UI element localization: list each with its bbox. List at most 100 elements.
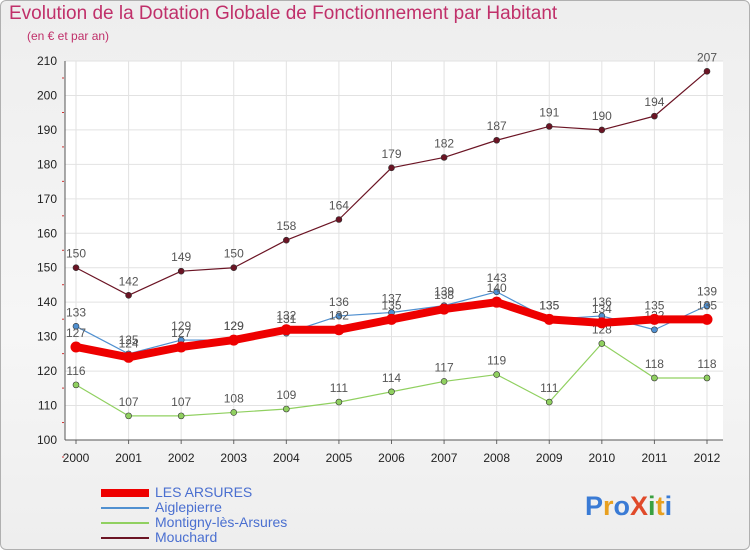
y-tick-label: 140 [37, 295, 57, 309]
data-label: 135 [539, 298, 559, 312]
x-tick-label: 2000 [63, 451, 90, 465]
data-point [440, 378, 448, 385]
data-label: 132 [329, 309, 349, 323]
data-label: 129 [171, 319, 191, 333]
data-label: 131 [276, 312, 296, 326]
data-label: 140 [487, 281, 507, 295]
y-tick-label: 150 [37, 261, 57, 275]
data-label: 109 [276, 388, 296, 402]
data-label: 207 [697, 50, 717, 64]
data-point [651, 112, 658, 120]
data-point [125, 412, 132, 420]
data-label: 118 [697, 357, 716, 371]
data-point [70, 341, 82, 353]
data-label: 119 [487, 354, 506, 368]
data-label: 124 [119, 336, 139, 350]
data-point [335, 216, 343, 223]
x-tick-label: 2004 [273, 451, 300, 465]
data-label: 129 [224, 319, 244, 333]
legend-swatch [101, 507, 149, 510]
data-label: 164 [329, 198, 349, 212]
legend-label: Montigny-lès-Arsures [155, 514, 288, 530]
data-label: 179 [381, 147, 401, 161]
data-point [283, 405, 290, 413]
y-tick-label: 170 [37, 192, 57, 206]
data-label: 143 [487, 271, 507, 285]
data-point [72, 381, 80, 389]
logo-letter: t [655, 491, 665, 521]
chart-legend: LES ARSURES Aiglepierre Montigny-lès-Arsur… [101, 485, 287, 545]
data-label: 158 [276, 219, 296, 233]
data-point [598, 340, 606, 347]
data-label: 133 [66, 305, 86, 319]
y-tick-label: 160 [37, 226, 57, 240]
legend-label: Mouchard [155, 529, 218, 545]
data-label: 111 [540, 381, 559, 395]
legend-swatch [101, 537, 149, 540]
data-point [651, 326, 658, 334]
data-point [280, 324, 292, 336]
data-label: 114 [382, 371, 401, 385]
legend-swatch [101, 489, 149, 498]
data-label: 182 [434, 136, 454, 150]
data-label: 127 [66, 326, 86, 340]
data-point [703, 302, 711, 309]
x-tick-label: 2002 [168, 451, 195, 465]
data-point [493, 371, 500, 378]
logo-letter: r [603, 491, 614, 521]
data-point [228, 334, 240, 346]
data-point [598, 126, 606, 134]
data-label: 139 [697, 285, 717, 299]
data-label: 135 [381, 298, 401, 312]
data-label: 111 [330, 381, 349, 395]
y-tick-label: 210 [37, 54, 57, 68]
data-label: 135 [539, 298, 559, 312]
legend-label: Aiglepierre [155, 499, 222, 515]
data-point [123, 351, 135, 363]
data-label: 127 [171, 326, 191, 340]
data-point [283, 236, 290, 244]
data-label: 108 [224, 391, 244, 405]
logo-letter: i [648, 491, 656, 521]
data-point [177, 267, 185, 275]
data-point [545, 398, 553, 406]
x-tick-label: 2008 [483, 451, 510, 465]
data-point [335, 398, 343, 406]
data-label: 150 [66, 247, 86, 261]
data-label: 107 [171, 395, 191, 409]
data-label: 190 [592, 109, 612, 123]
data-point [333, 324, 345, 336]
data-label: 125 [119, 333, 139, 347]
proxiti-logo: ProXiti [585, 491, 672, 522]
data-point [440, 154, 448, 161]
data-point [72, 264, 80, 272]
data-point [493, 136, 500, 144]
data-point [648, 313, 660, 325]
plot-area [65, 61, 723, 440]
data-label: 187 [487, 119, 507, 133]
data-point [177, 412, 185, 420]
data-point [438, 303, 450, 315]
data-point [493, 288, 500, 296]
data-point [72, 322, 80, 330]
data-label: 142 [119, 274, 139, 288]
x-tick-label: 2006 [378, 451, 405, 465]
x-tick-label: 2007 [431, 451, 458, 465]
data-point [703, 374, 711, 382]
data-point [388, 388, 395, 396]
x-tick-label: 2012 [694, 451, 721, 465]
data-point [545, 123, 553, 130]
x-tick-label: 2001 [115, 451, 142, 465]
data-label: 149 [171, 250, 191, 264]
data-point [386, 313, 397, 325]
data-label: 136 [592, 295, 612, 309]
y-tick-label: 180 [37, 157, 57, 171]
data-label: 135 [644, 298, 664, 312]
logo-letter: i [664, 491, 673, 521]
logo-letter: X [630, 491, 649, 521]
legend-item: LES ARSURES [101, 485, 287, 500]
x-tick-label: 2005 [326, 451, 353, 465]
legend-item: Montigny-lès-Arsures [101, 515, 287, 530]
